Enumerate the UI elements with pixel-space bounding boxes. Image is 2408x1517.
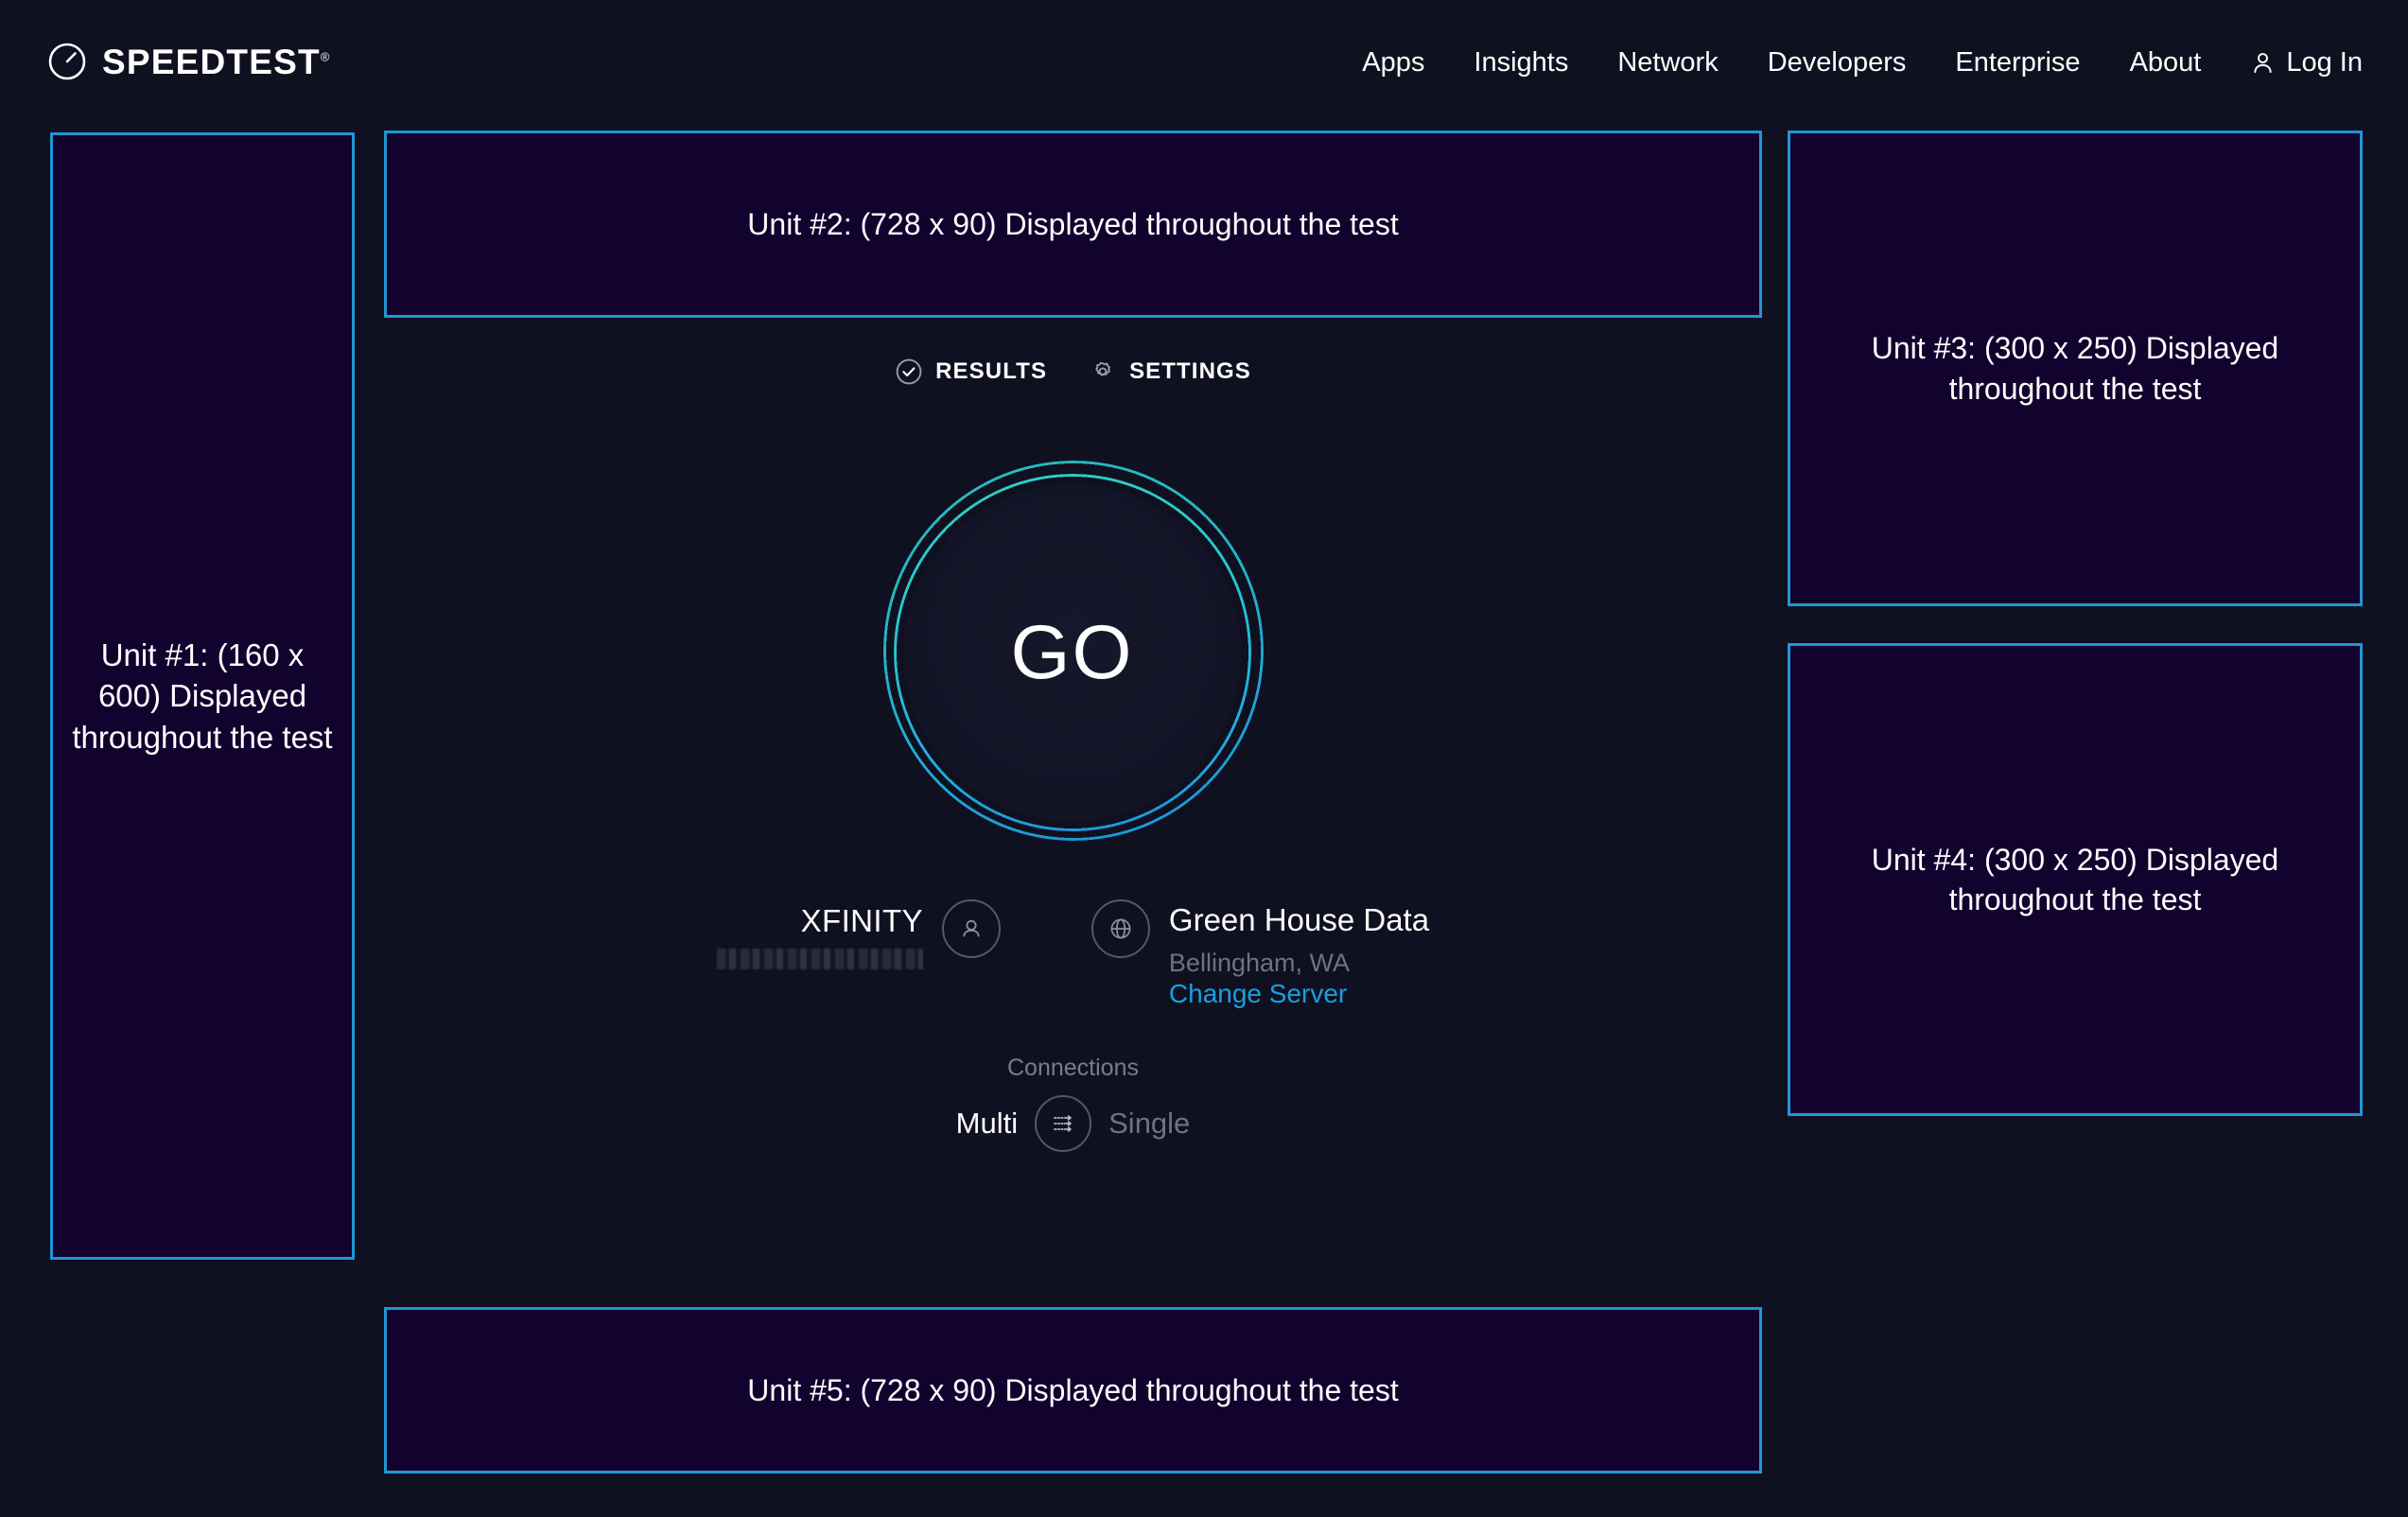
ad-unit-2-text: Unit #2: (728 x 90) Displayed throughout…	[747, 206, 1399, 241]
brand-trademark: ®	[320, 49, 330, 64]
isp-ip-address-redacted	[716, 948, 923, 969]
ad-unit-5-text: Unit #5: (728 x 90) Displayed throughout…	[747, 1372, 1399, 1407]
isp-name: XFINITY	[800, 903, 923, 938]
change-server-link[interactable]: Change Server	[1168, 978, 1348, 1008]
login-label: Log In	[2286, 47, 2363, 78]
globe-circle-icon[interactable]	[1091, 899, 1150, 958]
person-circle-icon[interactable]	[941, 899, 1001, 958]
speedometer-gauge-icon	[47, 42, 87, 81]
brand-name: SPEEDTEST®	[102, 42, 330, 81]
ad-unit-1[interactable]: Unit #1: (160 x 600) Displayed throughou…	[50, 132, 355, 1260]
go-button[interactable]: GO	[882, 461, 1264, 841]
tab-settings[interactable]: SETTINGS	[1089, 357, 1251, 386]
ad-unit-5[interactable]: Unit #5: (728 x 90) Displayed throughout…	[384, 1307, 1762, 1473]
server-name: Green House Data	[1168, 902, 1430, 937]
connections-option-multi[interactable]: Multi	[955, 1107, 1019, 1141]
ad-unit-4-text: Unit #4: (300 x 250) Displayed throughou…	[1871, 842, 2279, 916]
isp-text: XFINITY	[716, 899, 923, 969]
tab-results[interactable]: RESULTS	[895, 357, 1047, 386]
go-button-face[interactable]: GO	[903, 484, 1241, 821]
connection-info-row: XFINITY	[384, 899, 1762, 1010]
nav-item-about[interactable]: About	[2129, 47, 2202, 78]
ad-unit-2[interactable]: Unit #2: (728 x 90) Displayed throughout…	[384, 131, 1762, 318]
login-button[interactable]: Log In	[2225, 42, 2363, 83]
nav-item-enterprise[interactable]: Enterprise	[1955, 47, 2081, 78]
check-circle-icon	[895, 357, 923, 386]
server-block[interactable]: Green House Data Bellingham, WA Change S…	[1091, 899, 1429, 1010]
connections-control: Connections Multi Sin	[384, 1054, 1762, 1152]
person-icon	[2250, 50, 2276, 76]
nav-item-apps[interactable]: Apps	[1362, 47, 1425, 78]
main-navigation: Apps Insights Network Developers Enterpr…	[1337, 42, 2363, 83]
server-location: Bellingham, WA	[1168, 948, 1350, 977]
ad-unit-3-text: Unit #3: (300 x 250) Displayed throughou…	[1871, 331, 2279, 406]
ad-unit-3[interactable]: Unit #3: (300 x 250) Displayed throughou…	[1788, 131, 2363, 606]
brand-logo[interactable]: SPEEDTEST®	[47, 42, 329, 81]
site-header: SPEEDTEST® Apps Insights Network Develop…	[0, 0, 2408, 131]
multi-arrows-icon[interactable]	[1035, 1094, 1092, 1152]
panel-tabs: RESULTS SETTINGS	[384, 357, 1762, 386]
tab-results-label: RESULTS	[935, 358, 1048, 384]
connections-label: Connections	[1007, 1054, 1139, 1081]
ad-unit-1-text: Unit #1: (160 x 600) Displayed throughou…	[72, 636, 333, 755]
connections-option-single[interactable]: Single	[1108, 1107, 1191, 1141]
nav-item-developers[interactable]: Developers	[1767, 47, 1907, 78]
connections-toggle: Multi Single	[955, 1094, 1191, 1152]
go-button-label: GO	[1010, 609, 1134, 695]
nav-item-insights[interactable]: Insights	[1474, 47, 1569, 78]
tab-settings-label: SETTINGS	[1129, 358, 1251, 384]
ad-unit-4[interactable]: Unit #4: (300 x 250) Displayed throughou…	[1788, 643, 2363, 1116]
isp-block[interactable]: XFINITY	[716, 899, 1001, 969]
gear-icon	[1089, 357, 1117, 386]
speedtest-main-panel: RESULTS SETTINGS GO	[384, 318, 1762, 1152]
nav-item-network[interactable]: Network	[1617, 47, 1719, 78]
server-text: Green House Data Bellingham, WA Change S…	[1169, 899, 1429, 1010]
